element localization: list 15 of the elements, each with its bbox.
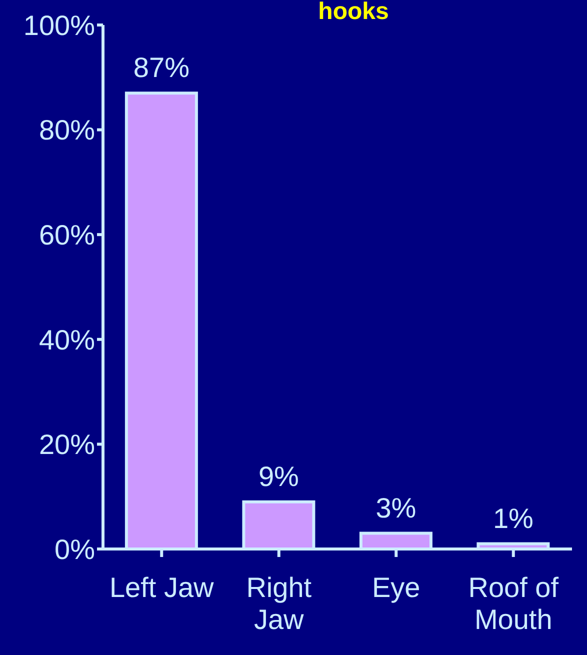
x-tick-label: Roof of Mouth (468, 572, 559, 635)
x-tick-label: Eye (372, 572, 420, 603)
y-tick-label: 40% (38, 324, 95, 356)
data-label: 9% (258, 460, 299, 492)
x-tick-label: Left Jaw (109, 572, 215, 603)
data-label: 1% (492, 502, 534, 534)
y-tick-label: 80% (38, 114, 95, 146)
x-tick-label: Right Jaw (246, 572, 312, 635)
y-tick-label: 0% (54, 534, 95, 565)
y-tick-label: 60% (38, 220, 95, 251)
chart-title: hooks (318, 0, 389, 25)
y-tick-label: 20% (38, 429, 95, 460)
y-tick-label: 100% (23, 10, 95, 41)
data-label: 87% (133, 52, 190, 84)
data-label: 3% (376, 492, 416, 524)
